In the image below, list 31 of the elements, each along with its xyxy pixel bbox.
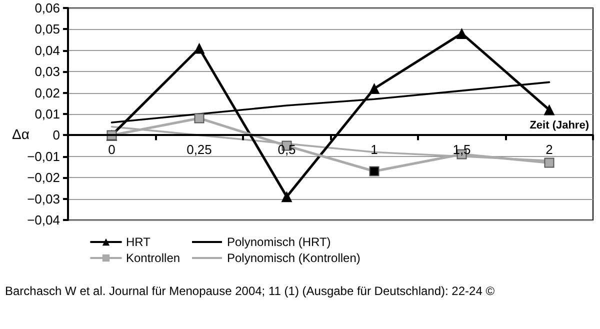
x-tick-label: 0 [108, 142, 116, 158]
y-axis-title: Δα [12, 126, 30, 142]
y-tick-label: 0,03 [34, 64, 60, 80]
legend-label: Kontrollen [126, 251, 180, 265]
y-tick-label: −0,02 [27, 170, 60, 186]
y-tick-label: 0 [52, 128, 60, 143]
point [368, 83, 380, 94]
point [194, 113, 204, 124]
legend-label: Polynomisch (HRT) [227, 235, 331, 249]
point [456, 28, 468, 39]
x-tick-label: 0,5 [278, 142, 296, 158]
x-tick-label: 0,25 [186, 142, 212, 158]
x-tick-label: 1 [370, 142, 378, 158]
y-tick-label: 0,02 [34, 85, 60, 100]
legend-label: HRT [126, 235, 152, 249]
point [194, 42, 205, 54]
legend-label: Polynomisch (Kontrollen) [227, 251, 360, 265]
point [281, 191, 292, 202]
text: Barchasch W et al. Journal für Menopause 2004; 11 (1) (Ausgabe für Deutschland): 22-24 © [5, 284, 495, 298]
y-tick-label: −0,03 [27, 191, 60, 206]
y-tick-label: −0,04 [27, 212, 60, 228]
y-tick-label: 0,01 [34, 106, 60, 122]
y-tick-label: −0,01 [27, 148, 60, 164]
point [544, 158, 554, 168]
x-axis-title: Zeit (Jahre) [530, 120, 590, 132]
x-tick-label: 1,5 [452, 142, 471, 158]
point [544, 104, 555, 116]
y-tick-label: 0,06 [34, 0, 60, 16]
x-tick-label: 2 [546, 142, 553, 158]
y-tick-label: 0,04 [34, 42, 60, 58]
y-tick-label: 0,05 [34, 22, 60, 37]
